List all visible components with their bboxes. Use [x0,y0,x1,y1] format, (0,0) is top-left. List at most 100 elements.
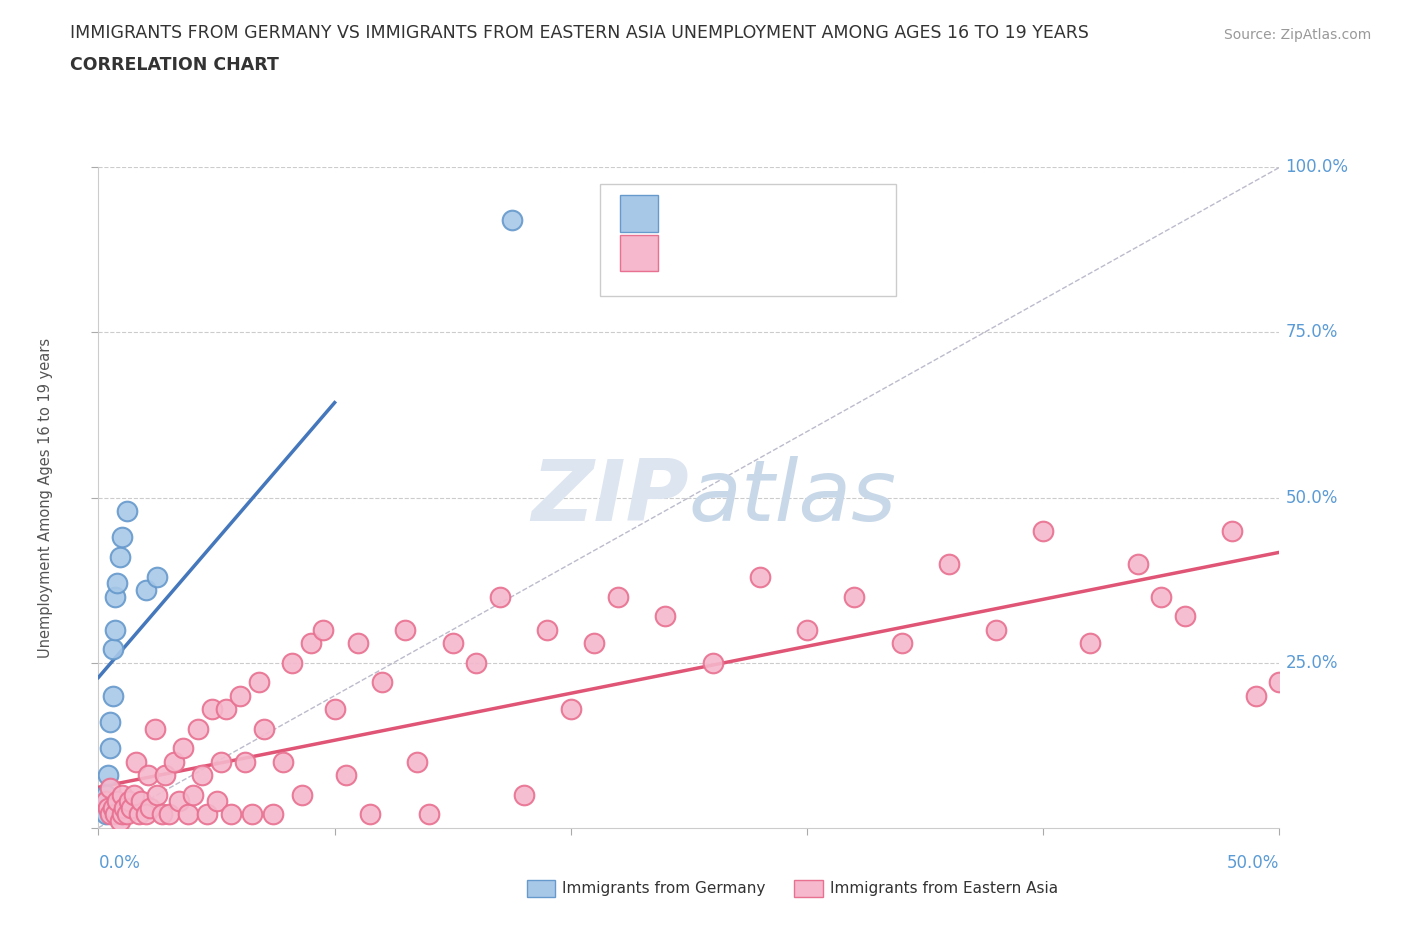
Point [105,794,128,809]
Point [418,807,440,822]
Point [536,622,558,637]
Point [111,787,134,802]
Point [163,754,186,769]
Point [143,722,166,737]
Bar [620,195,658,232]
Point [146,787,169,802]
Point [1174,609,1197,624]
Point [177,807,200,822]
Point [101,642,124,657]
Point [347,635,370,650]
Point [105,576,128,591]
Point [181,787,204,802]
Point [607,590,630,604]
Point [135,807,157,822]
Text: 50.0%: 50.0% [1227,854,1279,872]
Point [104,590,127,604]
Point [1244,688,1267,703]
Point [187,722,209,737]
Point [219,807,242,822]
FancyBboxPatch shape [600,184,896,296]
Point [104,622,127,637]
Point [335,767,357,782]
Point [1150,590,1173,604]
Point [97,801,120,816]
Point [702,656,724,671]
Text: Source: ZipAtlas.com: Source: ZipAtlas.com [1223,28,1371,42]
Point [101,688,124,703]
Point [844,590,866,604]
Text: 25.0%: 25.0% [1285,654,1339,671]
Point [135,582,157,597]
Point [359,807,381,822]
Point [205,794,228,809]
Point [98,807,121,822]
Point [115,807,138,822]
Text: R = 0.513   N = 16: R = 0.513 N = 16 [675,205,845,222]
Point [748,569,770,584]
Point [172,741,194,756]
Point [262,807,284,822]
Point [229,688,252,703]
Point [312,622,335,637]
Point [501,213,523,228]
Point [129,794,152,809]
Point [115,503,138,518]
Point [118,794,141,809]
Point [394,622,416,637]
Point [128,807,150,822]
Text: 75.0%: 75.0% [1285,324,1337,341]
Point [121,801,143,816]
Point [489,590,512,604]
Point [1032,523,1054,538]
Point [139,801,162,816]
Point [441,635,464,650]
Point [98,741,121,756]
Point [136,767,159,782]
Point [125,754,148,769]
Point [150,807,173,822]
Point [233,754,256,769]
Point [406,754,429,769]
Point [371,675,394,690]
Point [108,550,131,565]
Point [323,701,346,716]
Point [512,787,534,802]
Text: 0.0%: 0.0% [98,854,141,872]
Point [240,807,263,822]
Point [98,780,121,795]
Point [654,609,676,624]
Point [167,794,190,809]
Point [94,787,117,802]
Point [583,635,606,650]
Point [209,754,232,769]
Point [290,787,312,802]
Text: Unemployment Among Ages 16 to 19 years: Unemployment Among Ages 16 to 19 years [38,338,53,658]
Text: 100.0%: 100.0% [1285,158,1348,177]
Text: ZIP: ZIP [531,456,689,539]
Text: R = 0.229   N = 82: R = 0.229 N = 82 [675,245,845,262]
Point [94,807,117,822]
Text: Immigrants from Germany: Immigrants from Germany [562,881,766,896]
Point [191,767,214,782]
Bar [620,235,658,272]
Point [108,814,131,829]
Point [560,701,582,716]
Point [984,622,1007,637]
Point [890,635,912,650]
Point [299,635,322,650]
Text: atlas: atlas [689,456,897,539]
Point [146,569,169,584]
Point [98,714,121,729]
Text: CORRELATION CHART: CORRELATION CHART [70,57,280,74]
Point [111,530,134,545]
Point [465,656,488,671]
Text: IMMIGRANTS FROM GERMANY VS IMMIGRANTS FROM EASTERN ASIA UNEMPLOYMENT AMONG AGES : IMMIGRANTS FROM GERMANY VS IMMIGRANTS FR… [70,24,1090,42]
Point [153,767,176,782]
Point [1080,635,1102,650]
Text: Immigrants from Eastern Asia: Immigrants from Eastern Asia [830,881,1057,896]
Point [157,807,180,822]
Point [195,807,218,822]
Point [201,701,224,716]
Point [104,807,127,822]
